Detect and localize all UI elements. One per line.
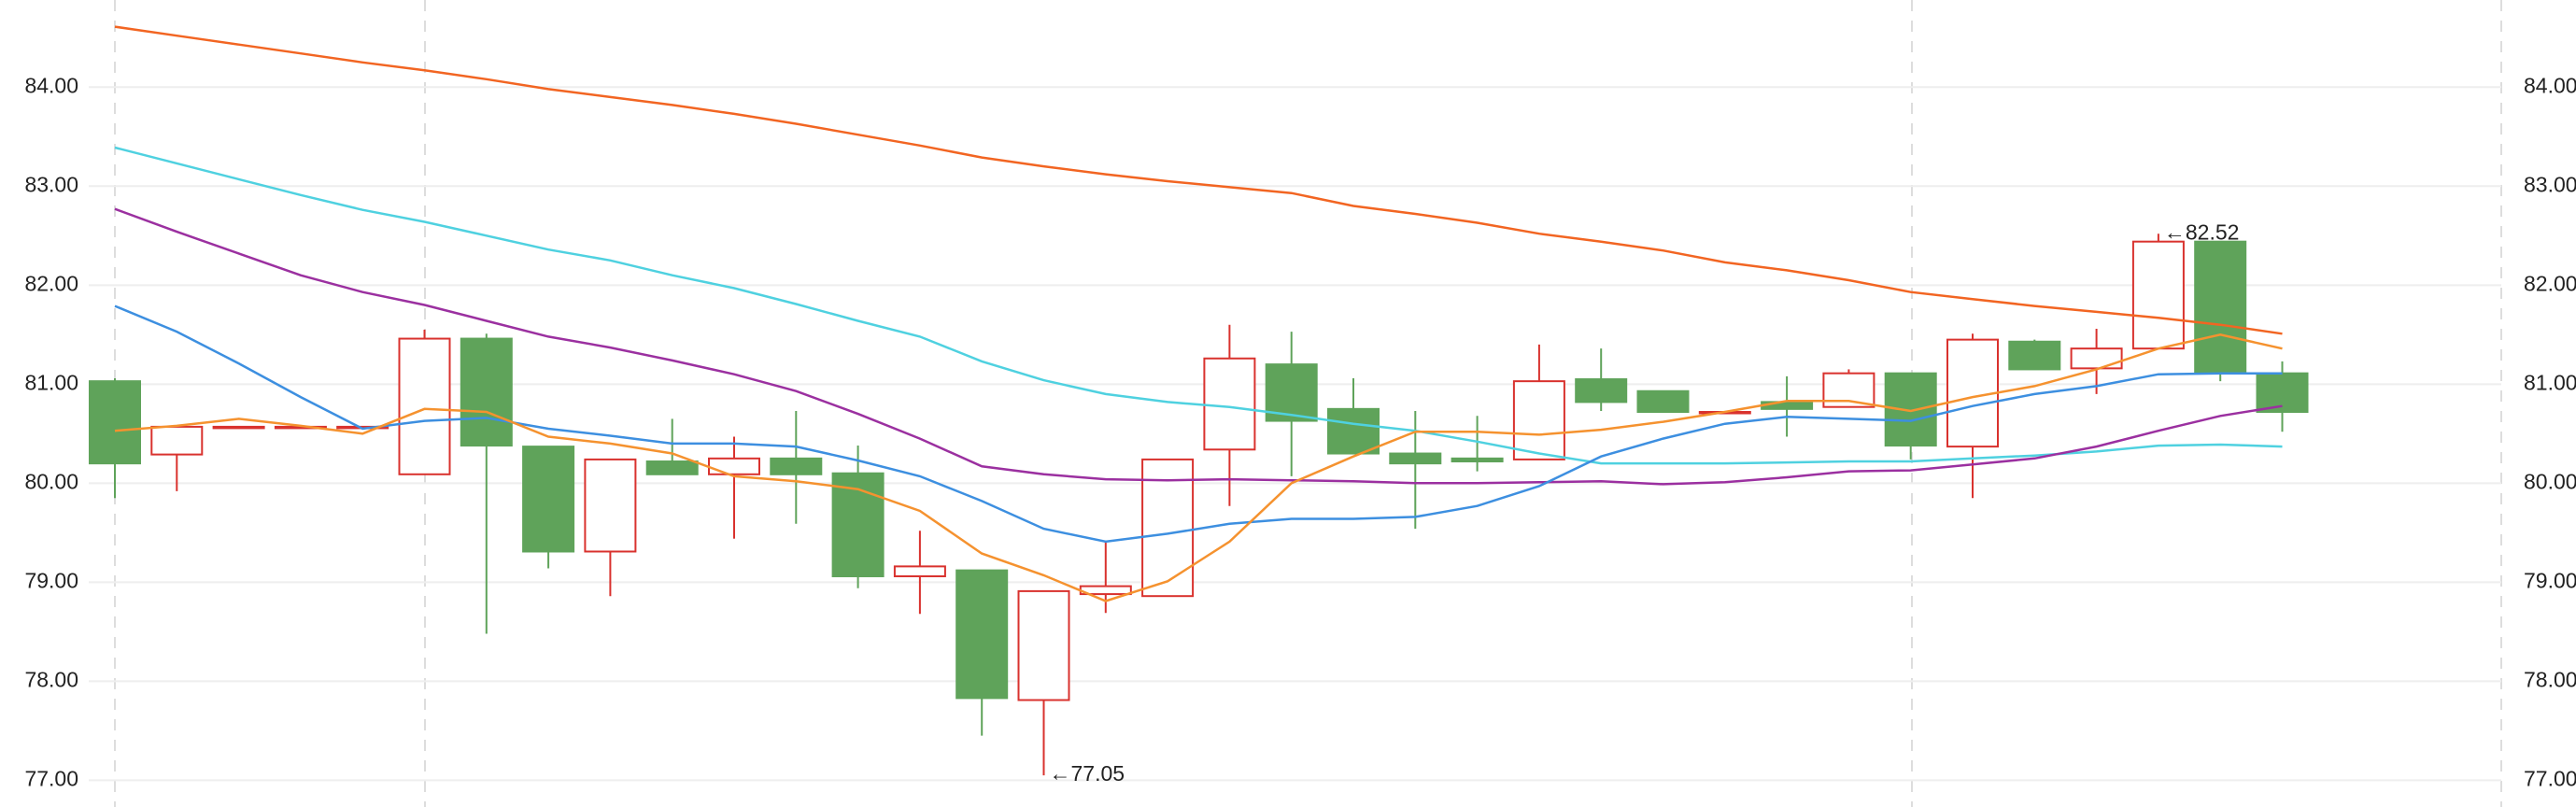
y-tick-label: 84.00 xyxy=(24,73,78,97)
candle-body xyxy=(770,457,823,475)
candle-body xyxy=(2256,372,2309,414)
annotation: ←82.52 xyxy=(2164,219,2240,244)
candle-body xyxy=(398,337,451,475)
candle-body xyxy=(2070,347,2123,370)
candle-body xyxy=(1203,357,1256,451)
candle-body xyxy=(1327,407,1380,455)
y-tick-label-right: 82.00 xyxy=(2524,271,2576,295)
y-tick-label-right: 83.00 xyxy=(2524,172,2576,196)
candle-body xyxy=(1451,457,1504,463)
candle-body xyxy=(1512,380,1565,460)
candle-body xyxy=(1575,378,1628,404)
candle-body xyxy=(708,457,760,475)
y-tick-label-right: 77.00 xyxy=(2524,766,2576,790)
candle-body xyxy=(584,458,637,553)
candle-body xyxy=(831,472,885,577)
candle-body xyxy=(1141,458,1195,598)
y-tick-label-right: 79.00 xyxy=(2524,568,2576,592)
candle-body xyxy=(1265,363,1318,422)
candle-body xyxy=(955,569,1009,700)
moving-average xyxy=(114,333,2283,602)
annotation: ←77.05 xyxy=(1050,761,1125,786)
candle-body xyxy=(2194,240,2247,375)
y-tick-label-right: 84.00 xyxy=(2524,73,2576,97)
y-tick-label: 77.00 xyxy=(24,766,78,790)
y-tick-label: 80.00 xyxy=(24,469,78,493)
y-tick-label: 79.00 xyxy=(24,568,78,592)
y-tick-label: 81.00 xyxy=(24,370,78,394)
candle-body xyxy=(460,337,513,447)
moving-average xyxy=(114,25,2283,335)
y-tick-label-right: 81.00 xyxy=(2524,370,2576,394)
y-tick-label: 83.00 xyxy=(24,172,78,196)
moving-average xyxy=(114,304,2283,544)
candle-body xyxy=(522,446,575,553)
moving-average xyxy=(114,146,2283,465)
y-tick-label-right: 78.00 xyxy=(2524,667,2576,691)
candle-body xyxy=(2131,240,2185,350)
candle-body xyxy=(150,425,204,456)
y-tick-label-right: 80.00 xyxy=(2524,469,2576,493)
candle-body xyxy=(1884,372,1937,447)
candle-body xyxy=(645,460,699,475)
candle-body xyxy=(2008,340,2061,371)
candle-body xyxy=(89,380,141,465)
candle-body xyxy=(1017,589,1070,701)
candle-body xyxy=(893,565,946,577)
candle-body xyxy=(1636,389,1690,414)
candle-body xyxy=(212,425,265,430)
candle-body xyxy=(1389,452,1442,465)
y-tick-label: 82.00 xyxy=(24,271,78,295)
y-tick-label: 78.00 xyxy=(24,667,78,691)
moving-average xyxy=(114,207,2283,486)
